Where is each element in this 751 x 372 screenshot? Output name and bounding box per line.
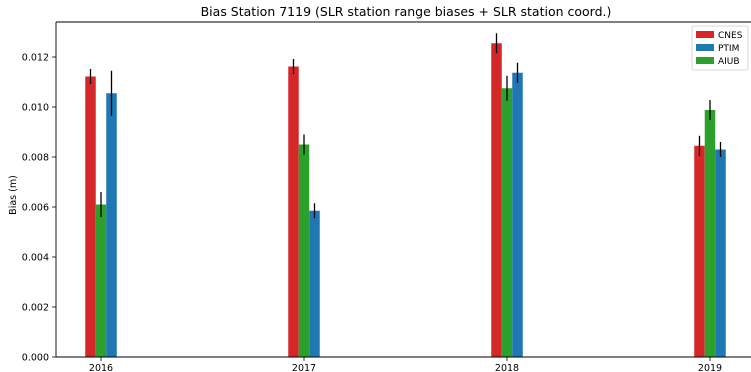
bars [85, 43, 726, 357]
chart-title: Bias Station 7119 (SLR station range bia… [201, 4, 612, 19]
bar-aiub [298, 144, 310, 357]
bar-aiub [95, 204, 107, 357]
x-axis-ticks: 2016 2017 2018 2019 [89, 357, 722, 372]
error-bars [89, 33, 722, 219]
x-tick-label: 2016 [89, 363, 113, 372]
legend-label-cnes: CNES [718, 31, 743, 41]
y-tick-label: 0.002 [22, 303, 49, 314]
bar-ptim [106, 93, 117, 357]
x-tick-label: 2019 [698, 363, 722, 372]
legend-swatch-cnes [696, 31, 714, 38]
y-tick-label: 0.008 [22, 153, 49, 164]
legend-swatch-ptim [696, 44, 714, 51]
x-tick-label: 2018 [495, 363, 519, 372]
bar-ptim [715, 149, 726, 357]
bar-cnes [491, 43, 502, 357]
axes-frame [55, 21, 751, 358]
y-tick-label: 0.010 [22, 103, 49, 114]
legend-label-aiub: AIUB [718, 57, 740, 67]
legend-swatch-aiub [696, 57, 714, 64]
bar-ptim [309, 210, 320, 357]
bar-cnes [694, 145, 705, 357]
bar-aiub [501, 88, 513, 357]
y-tick-label: 0.000 [22, 353, 49, 364]
bar-cnes [288, 66, 299, 357]
y-tick-label: 0.006 [22, 203, 49, 214]
y-tick-label: 0.012 [22, 53, 49, 64]
bar-cnes [85, 76, 96, 357]
y-axis-ticks: 0.000 0.002 0.004 0.006 0.008 0.010 0.012 [22, 53, 56, 364]
x-tick-label: 2017 [292, 363, 316, 372]
y-axis-label: Bias (m) [8, 175, 19, 215]
legend-label-ptim: PTIM [718, 44, 739, 54]
legend: CNES PTIM AIUB [691, 25, 749, 71]
bar-aiub [704, 110, 716, 357]
bar-ptim [512, 72, 523, 357]
y-tick-label: 0.004 [22, 253, 49, 264]
